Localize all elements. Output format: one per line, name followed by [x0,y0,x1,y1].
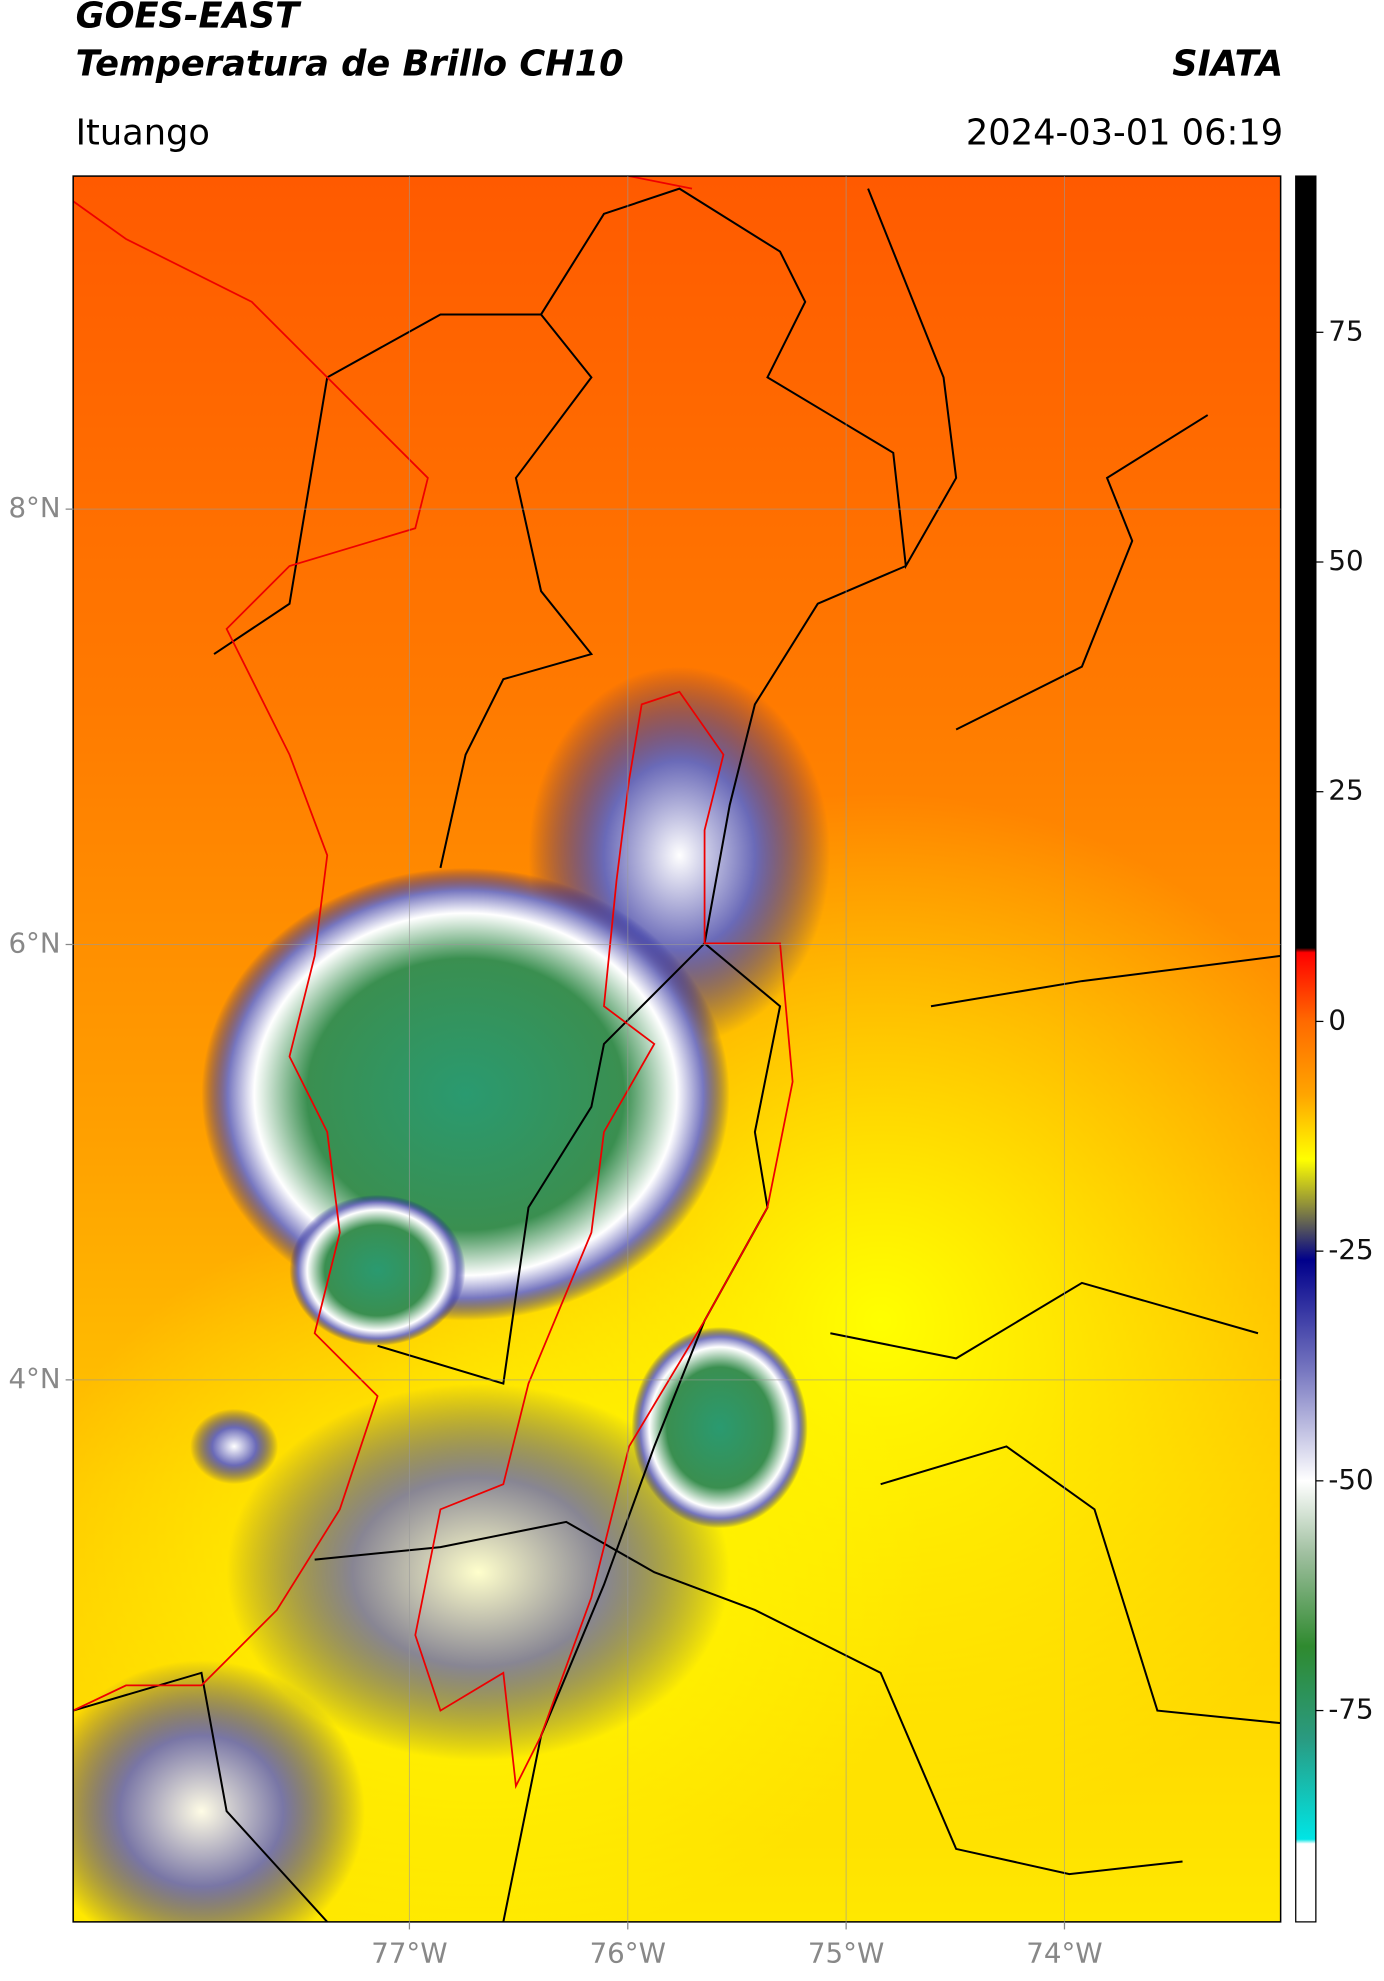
datetime: 2024-03-01 06:19 [966,113,1283,154]
colorbar-tick-label: -50 [1328,1463,1373,1496]
y-tick-label: 8°N [8,491,60,524]
x-tick-label: 74°W [1026,1937,1102,1970]
x-tick-label: 76°W [590,1937,666,1970]
region: Ituango [76,113,210,154]
colorbar-tick-label: -75 [1328,1693,1373,1726]
title: GOES-EAST [76,0,302,37]
agency: SIATA [1172,43,1283,84]
colorbar-tick-label: 0 [1328,1003,1346,1036]
y-tick-label: 6°N [8,927,60,960]
colorbar-tick-label: 75 [1328,314,1363,347]
colorbar-tick-label: 50 [1328,544,1363,577]
x-tick-label: 75°W [808,1937,884,1970]
x-tick-label: 77°W [371,1937,447,1970]
y-tick-label: 4°N [8,1362,60,1395]
colorbar [1295,175,1317,1923]
map-frame [72,175,1282,1923]
colorbar-tick-label: 25 [1328,774,1363,807]
satellite-image [73,176,1281,1922]
colorbar-tick-label: -25 [1328,1233,1373,1266]
subtitle: Temperatura de Brillo CH10 [76,43,624,84]
